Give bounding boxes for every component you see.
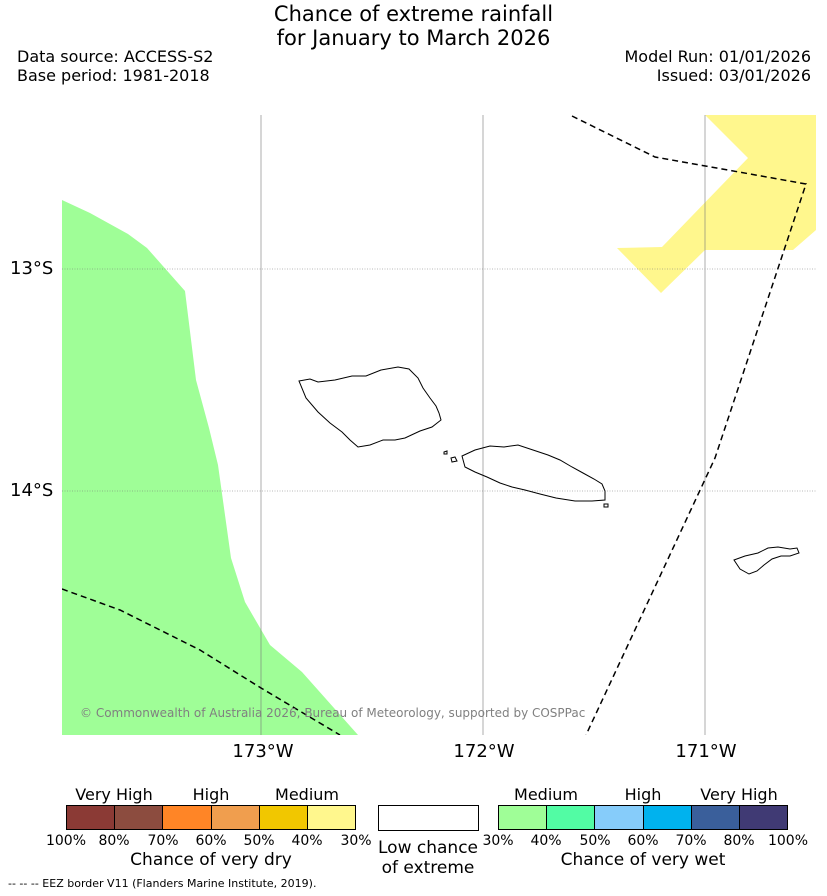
dry-caption: Chance of very dry bbox=[130, 850, 292, 870]
dry-legend: Very High High Medium 100% 80% 70% 60% 5… bbox=[46, 784, 372, 870]
dry-cat-very-high: Very High bbox=[75, 785, 153, 804]
wet-legend: Medium High Very High 30% 40% 50% 60% 70… bbox=[482, 784, 808, 870]
dry-tick: 100% bbox=[45, 833, 87, 849]
data-source: Data source: ACCESS-S2 bbox=[17, 47, 214, 66]
wet-tick: 40% bbox=[530, 833, 562, 849]
model-run: Model Run: 01/01/2026 bbox=[624, 47, 812, 66]
wet-tick: 60% bbox=[627, 833, 659, 849]
wet-tick: 80% bbox=[723, 833, 755, 849]
wet-color-bar bbox=[498, 805, 788, 830]
wet-cat-medium: Medium bbox=[514, 785, 578, 804]
wet-swatch-1 bbox=[499, 806, 548, 829]
copyright-notice: © Commonwealth of Australia 2026, Bureau… bbox=[80, 706, 586, 720]
wet-swatch-2 bbox=[547, 806, 596, 829]
meta-right: Model Run: 01/01/2026 Issued: 03/01/2026 bbox=[625, 47, 812, 85]
tutuila-island bbox=[733, 546, 800, 575]
savaii-island bbox=[298, 366, 442, 448]
dry-tick: 40% bbox=[291, 833, 323, 849]
wet-category-labels: Medium High Very High bbox=[498, 784, 788, 805]
wet-caption: Chance of very wet bbox=[560, 850, 726, 870]
apolima-island bbox=[443, 450, 448, 455]
low-chance-caption: Low chance of extreme bbox=[368, 838, 488, 878]
low-caption-line-1: Low chance bbox=[378, 838, 478, 858]
wet-cat-high: High bbox=[624, 785, 662, 804]
dry-swatch-4 bbox=[211, 806, 260, 829]
dry-cat-high: High bbox=[192, 785, 230, 804]
wet-tick: 50% bbox=[579, 833, 611, 849]
dry-swatch-2 bbox=[115, 806, 164, 829]
wet-tick: 70% bbox=[675, 833, 707, 849]
map-title: Chance of extreme rainfall for January t… bbox=[0, 2, 827, 50]
lat-label-13s: 13°S bbox=[10, 258, 54, 279]
wet-ticks: 30% 40% 50% 60% 70% 80% 100% bbox=[482, 830, 808, 849]
dry-tick: 80% bbox=[98, 833, 130, 849]
title-line-2: for January to March 2026 bbox=[276, 26, 551, 50]
dry-tick: 50% bbox=[243, 833, 275, 849]
low-chance-swatch bbox=[378, 805, 479, 831]
wet-swatch-6 bbox=[739, 806, 788, 829]
dry-tick: 60% bbox=[195, 833, 227, 849]
meta-left: Data source: ACCESS-S2 Base period: 1981… bbox=[17, 47, 213, 85]
dry-category-labels: Very High High Medium bbox=[66, 784, 356, 805]
manono-island bbox=[450, 456, 458, 463]
wet-swatch-4 bbox=[643, 806, 692, 829]
base-period: Base period: 1981-2018 bbox=[17, 66, 210, 85]
wet-tick: 100% bbox=[767, 833, 809, 849]
upolu-island bbox=[461, 444, 606, 502]
title-line-1: Chance of extreme rainfall bbox=[273, 2, 554, 26]
dry-tick: 70% bbox=[147, 833, 179, 849]
wet-probability-region bbox=[62, 200, 358, 735]
lat-label-14s: 14°S bbox=[10, 480, 54, 501]
dry-cat-medium: Medium bbox=[275, 785, 339, 804]
dry-swatch-1 bbox=[67, 806, 116, 829]
dry-tick: 30% bbox=[340, 833, 372, 849]
dry-swatch-6 bbox=[307, 806, 356, 829]
dry-swatch-3 bbox=[163, 806, 212, 829]
coastlines bbox=[298, 366, 800, 575]
eez-border bbox=[62, 115, 807, 735]
dry-probability-region bbox=[572, 115, 816, 293]
small-islet bbox=[603, 503, 609, 508]
wet-swatch-5 bbox=[691, 806, 740, 829]
lon-label-171w: 171°W bbox=[675, 741, 737, 762]
wet-swatch-3 bbox=[595, 806, 644, 829]
dry-swatch-5 bbox=[259, 806, 308, 829]
wet-tick: 30% bbox=[482, 833, 514, 849]
grid-lines bbox=[62, 115, 816, 735]
lon-label-173w: 173°W bbox=[232, 741, 294, 762]
wet-cat-very-high: Very High bbox=[700, 785, 778, 804]
lon-label-172w: 172°W bbox=[453, 741, 515, 762]
dry-color-bar bbox=[66, 805, 356, 830]
issued-date: Issued: 03/01/2026 bbox=[656, 66, 811, 85]
low-caption-line-2: of extreme bbox=[381, 858, 475, 878]
eez-footnote: -- -- -- EEZ border V11 (Flanders Marine… bbox=[8, 877, 317, 890]
dry-ticks: 100% 80% 70% 60% 50% 40% 30% bbox=[46, 830, 372, 849]
